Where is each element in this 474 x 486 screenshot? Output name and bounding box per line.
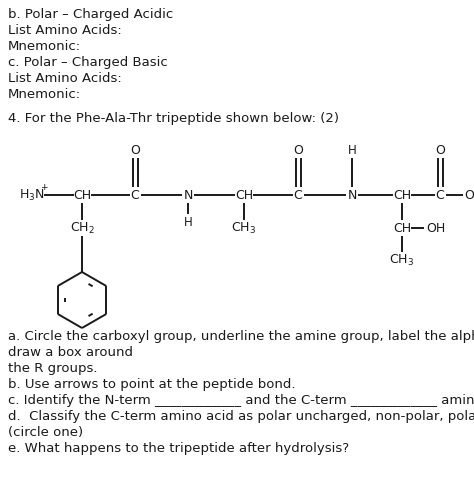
Text: N: N <box>347 189 357 202</box>
Text: O: O <box>293 143 303 156</box>
Text: $\mathregular{H_3N}$: $\mathregular{H_3N}$ <box>19 188 45 203</box>
Text: $\mathregular{CH_3}$: $\mathregular{CH_3}$ <box>390 252 415 268</box>
Text: e. What happens to the tripeptide after hydrolysis?: e. What happens to the tripeptide after … <box>8 442 349 455</box>
Text: CH: CH <box>73 189 91 202</box>
Text: a. Circle the carboxyl group, underline the amine group, label the alpha carbons: a. Circle the carboxyl group, underline … <box>8 330 474 343</box>
Text: C: C <box>131 189 139 202</box>
Text: b. Use arrows to point at the peptide bond.: b. Use arrows to point at the peptide bo… <box>8 378 295 391</box>
Text: Mnemonic:: Mnemonic: <box>8 40 81 53</box>
Text: H: H <box>347 143 356 156</box>
Text: CH: CH <box>235 189 253 202</box>
Text: −: − <box>473 182 474 192</box>
Text: O: O <box>435 143 445 156</box>
Text: C: C <box>293 189 302 202</box>
Text: c. Polar – Charged Basic: c. Polar – Charged Basic <box>8 56 168 69</box>
Text: N: N <box>183 189 193 202</box>
Text: d.  Classify the C-term amino acid as polar uncharged, non-polar, polar charged: d. Classify the C-term amino acid as pol… <box>8 410 474 423</box>
Text: (circle one): (circle one) <box>8 426 83 439</box>
Text: List Amino Acids:: List Amino Acids: <box>8 24 122 37</box>
Text: H: H <box>183 215 192 228</box>
Text: C: C <box>436 189 444 202</box>
Text: $\mathregular{CH_2}$: $\mathregular{CH_2}$ <box>70 221 94 236</box>
Text: List Amino Acids:: List Amino Acids: <box>8 72 122 85</box>
Text: +: + <box>40 183 48 191</box>
Text: Mnemonic:: Mnemonic: <box>8 88 81 101</box>
Text: O: O <box>130 143 140 156</box>
Text: CH: CH <box>393 189 411 202</box>
Text: 4. For the Phe-Ala-Thr tripeptide shown below: (2): 4. For the Phe-Ala-Thr tripeptide shown … <box>8 112 339 125</box>
Text: c. Identify the N-term _____________ and the C-term _____________ amino acids.: c. Identify the N-term _____________ and… <box>8 394 474 407</box>
Text: b. Polar – Charged Acidic: b. Polar – Charged Acidic <box>8 8 173 21</box>
Text: draw a box around: draw a box around <box>8 346 133 359</box>
Text: CH: CH <box>393 222 411 235</box>
Text: OH: OH <box>427 222 446 235</box>
Text: $\mathregular{CH_3}$: $\mathregular{CH_3}$ <box>231 221 256 236</box>
Text: the R groups.: the R groups. <box>8 362 98 375</box>
Text: O: O <box>464 189 474 202</box>
